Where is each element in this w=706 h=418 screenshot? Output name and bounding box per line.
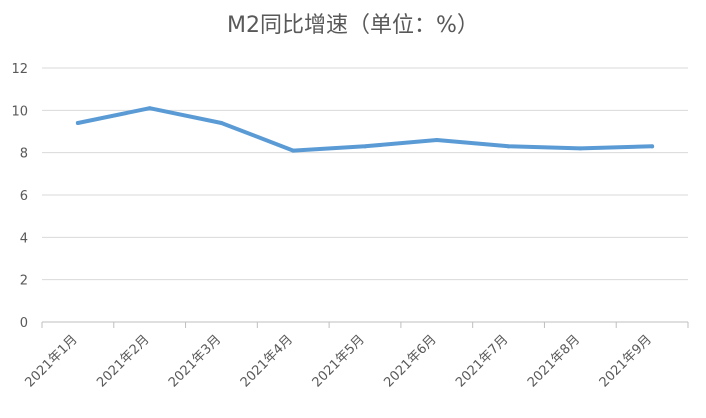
- x-axis: 2021年1月 2021年2月 2021年3月 2021年4月 2021年5月 2021年…: [22, 321, 689, 390]
- data-point: [291, 148, 296, 153]
- data-point: [363, 144, 367, 149]
- x-tick-label: 2021年3月: [166, 332, 224, 390]
- chart-title: M2同比增速（单位：%）: [227, 13, 479, 38]
- data-point: [147, 106, 152, 111]
- x-tick-label: 2021年8月: [525, 332, 583, 390]
- y-tick-label: 12: [11, 62, 28, 77]
- y-tick-label: 6: [20, 189, 28, 204]
- x-tick-label: 2021年6月: [381, 332, 439, 390]
- series-lines: [75, 106, 655, 153]
- y-tick-label: 10: [11, 104, 28, 119]
- x-tick-label: 2021年1月: [22, 332, 80, 390]
- x-tick-label: 2021年9月: [597, 332, 655, 390]
- x-tick-label: 2021年2月: [94, 332, 152, 390]
- data-point: [219, 121, 224, 126]
- y-axis-ticks: 0 2 4 6 8 10 12: [11, 62, 28, 331]
- y-tick-label: 4: [20, 231, 28, 246]
- data-point: [506, 144, 511, 149]
- y-tick-label: 0: [20, 316, 28, 331]
- y-tick-label: 8: [20, 147, 28, 162]
- data-point: [578, 146, 583, 151]
- series-line-0: [75, 106, 655, 153]
- x-tick-label: 2021年5月: [310, 332, 368, 390]
- data-point: [650, 144, 655, 149]
- x-tick-label: 2021年4月: [238, 332, 296, 390]
- data-point: [434, 137, 439, 142]
- y-tick-label: 2: [20, 274, 28, 289]
- data-point: [75, 121, 80, 126]
- x-tick-label: 2021年7月: [453, 332, 511, 390]
- grid-lines: [42, 67, 688, 281]
